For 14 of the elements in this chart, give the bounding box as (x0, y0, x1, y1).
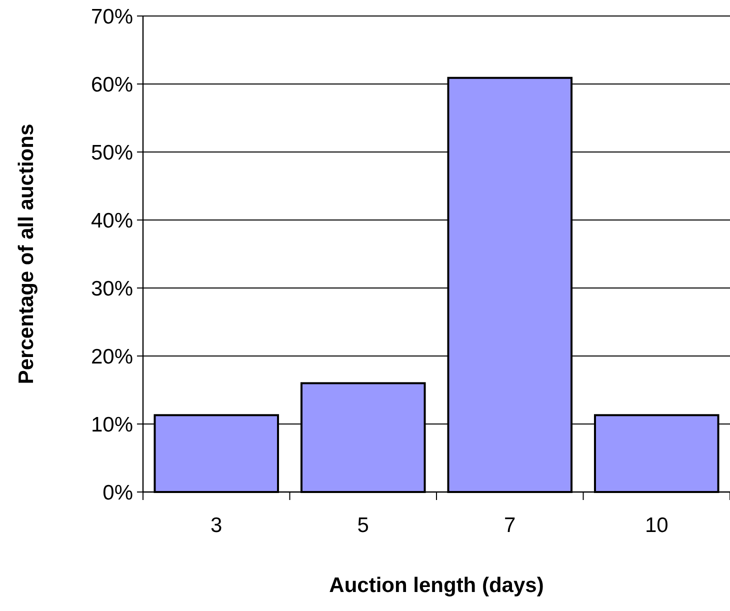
x-tick-label: 7 (504, 514, 516, 537)
x-axis-title: Auction length (days) (329, 574, 544, 597)
y-tick-label: 60% (90, 73, 133, 96)
y-axis-title: Percentage of all auctions (15, 124, 38, 384)
x-tick-label: 3 (210, 514, 222, 537)
y-tick-label: 70% (90, 5, 133, 28)
y-tick-label: 0% (102, 481, 133, 504)
y-tick-label: 30% (90, 277, 133, 300)
y-tick-label: 10% (90, 413, 133, 436)
y-tick-label: 40% (90, 209, 133, 232)
y-tick-label: 20% (90, 345, 133, 368)
x-tick-label: 10 (644, 514, 668, 537)
x-tick-label: 5 (357, 514, 369, 537)
y-tick-label: 50% (90, 141, 133, 164)
